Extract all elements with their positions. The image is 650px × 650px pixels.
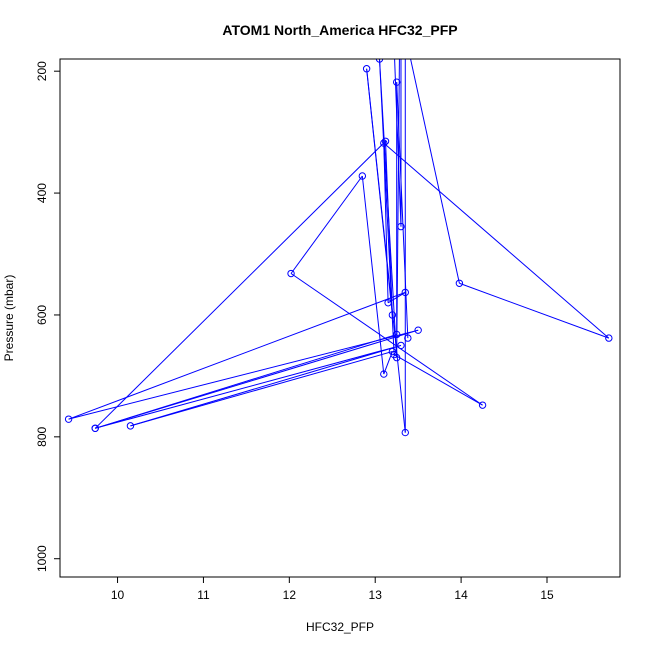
x-axis-label: HFC32_PFP <box>306 620 374 634</box>
plot-area <box>64 59 613 437</box>
y-tick-label: 200 <box>35 61 49 81</box>
series-line-segment <box>361 175 385 375</box>
series-line-segment <box>68 291 406 420</box>
y-tick-label: 800 <box>35 427 49 447</box>
data-point <box>64 415 73 423</box>
data-point <box>455 279 464 287</box>
x-axis: 10 11 12 13 14 15 <box>111 577 554 602</box>
data-point <box>381 137 390 145</box>
data-point <box>380 139 388 147</box>
y-axis-label: Pressure (mbar) <box>2 275 16 362</box>
data-point <box>287 269 295 278</box>
data-point <box>358 172 367 180</box>
data-point <box>404 334 412 342</box>
data-point <box>414 326 422 334</box>
series-line-segment <box>383 143 389 303</box>
series-line-segment <box>383 142 610 339</box>
series-line-segment <box>94 140 386 429</box>
y-tick-label: 600 <box>35 305 49 325</box>
data-point <box>392 330 401 339</box>
data-point <box>392 78 401 86</box>
data-point <box>397 222 405 231</box>
series-line-segment <box>366 68 393 316</box>
series-line-segment <box>290 175 363 274</box>
x-tick-label: 11 <box>197 588 210 602</box>
series-line-segment <box>68 329 419 420</box>
x-tick-label: 15 <box>540 588 554 602</box>
data-point <box>375 59 384 63</box>
plot-frame <box>59 58 621 578</box>
series-line-segment <box>385 141 393 315</box>
data-point <box>478 401 487 409</box>
series-line-segment <box>459 282 610 339</box>
y-tick-label: 400 <box>35 183 49 203</box>
x-tick-label: 12 <box>283 588 297 602</box>
data-point <box>401 428 409 437</box>
x-tick-label: 14 <box>454 588 468 602</box>
data-point <box>388 347 397 356</box>
data-point <box>401 288 409 297</box>
data-point <box>91 424 99 433</box>
x-tick-label: 10 <box>111 588 125 602</box>
data-point <box>126 422 135 430</box>
y-axis: 200 400 600 800 1000 <box>35 61 60 572</box>
data-point <box>397 341 405 350</box>
data-point <box>384 299 392 307</box>
series-line-segment <box>95 344 402 429</box>
series-line-segment <box>130 344 402 427</box>
x-tick-label: 13 <box>369 588 383 602</box>
chart-title: ATOM1 North_America HFC32_PFP <box>222 22 457 38</box>
series-line-segment <box>130 351 393 427</box>
series-line-segment <box>410 59 460 284</box>
data-point <box>380 370 388 378</box>
series-line-segment <box>393 354 483 406</box>
series-line-segment <box>95 333 397 429</box>
data-point <box>362 65 371 73</box>
y-tick-label: 1000 <box>35 545 49 572</box>
data-point <box>388 311 397 319</box>
data-point <box>605 334 613 342</box>
